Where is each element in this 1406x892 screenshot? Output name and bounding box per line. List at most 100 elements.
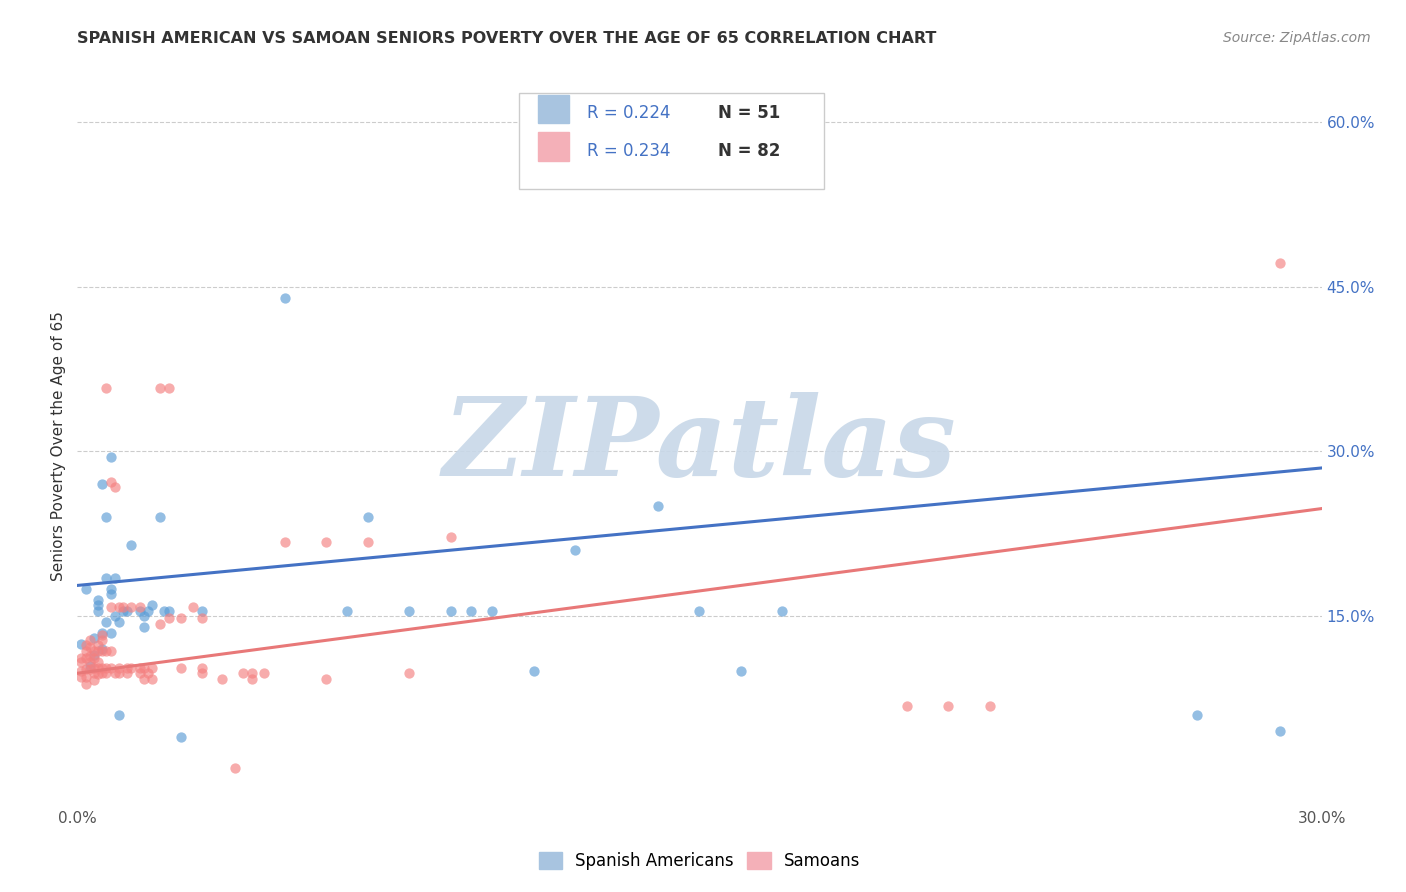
- Point: [115, 661, 138, 675]
- Point: [315, 534, 337, 549]
- Point: [75, 651, 97, 665]
- Point: [120, 538, 142, 552]
- Point: [87, 604, 110, 618]
- Point: [274, 291, 297, 305]
- Text: N = 82: N = 82: [718, 143, 780, 161]
- Text: SPANISH AMERICAN VS SAMOAN SENIORS POVERTY OVER THE AGE OF 65 CORRELATION CHART: SPANISH AMERICAN VS SAMOAN SENIORS POVER…: [77, 31, 936, 46]
- Point: [224, 761, 246, 775]
- Point: [938, 699, 960, 714]
- Point: [191, 604, 214, 618]
- FancyBboxPatch shape: [537, 95, 569, 123]
- Point: [111, 604, 134, 618]
- Point: [128, 661, 150, 675]
- Point: [132, 609, 155, 624]
- Point: [91, 628, 114, 642]
- Point: [274, 534, 297, 549]
- Point: [91, 642, 114, 657]
- Point: [183, 600, 205, 615]
- Point: [83, 673, 105, 687]
- Point: [104, 666, 127, 681]
- Point: [100, 587, 122, 601]
- Point: [83, 666, 105, 681]
- Point: [75, 662, 97, 676]
- Point: [104, 571, 127, 585]
- Point: [104, 609, 127, 624]
- Point: [79, 655, 101, 669]
- Point: [111, 600, 134, 615]
- Point: [232, 666, 254, 681]
- Point: [523, 664, 546, 678]
- Point: [730, 664, 752, 678]
- Point: [170, 661, 193, 675]
- Point: [191, 611, 214, 625]
- Point: [87, 644, 110, 658]
- Point: [211, 672, 233, 686]
- Point: [100, 644, 122, 658]
- Point: [75, 582, 97, 596]
- Point: [83, 661, 105, 675]
- Text: N = 51: N = 51: [718, 103, 780, 121]
- Point: [87, 667, 110, 681]
- Point: [128, 666, 150, 681]
- Point: [132, 672, 155, 686]
- Point: [440, 530, 463, 544]
- Point: [91, 633, 114, 648]
- Text: ZIPatlas: ZIPatlas: [443, 392, 956, 500]
- Point: [96, 510, 118, 524]
- Point: [357, 510, 380, 524]
- Point: [1270, 255, 1292, 269]
- Point: [75, 638, 97, 652]
- Point: [91, 644, 114, 658]
- Point: [336, 604, 359, 618]
- Point: [141, 598, 163, 612]
- Point: [96, 615, 118, 629]
- Text: Source: ZipAtlas.com: Source: ZipAtlas.com: [1223, 31, 1371, 45]
- Point: [75, 669, 97, 683]
- Point: [91, 625, 114, 640]
- Point: [100, 450, 122, 464]
- Point: [75, 677, 97, 691]
- Point: [96, 381, 118, 395]
- Point: [128, 604, 150, 618]
- Point: [70, 664, 93, 678]
- Point: [398, 666, 420, 681]
- Point: [481, 604, 503, 618]
- Point: [157, 604, 180, 618]
- Point: [79, 633, 101, 648]
- Point: [157, 381, 180, 395]
- Point: [108, 661, 131, 675]
- Point: [79, 640, 101, 654]
- Point: [96, 571, 118, 585]
- Point: [1270, 724, 1292, 739]
- Point: [141, 672, 163, 686]
- Point: [132, 620, 155, 634]
- Point: [96, 661, 118, 675]
- Point: [440, 604, 463, 618]
- Point: [87, 661, 110, 675]
- Text: R = 0.224: R = 0.224: [588, 103, 671, 121]
- Point: [87, 655, 110, 669]
- Legend: Spanish Americans, Samoans: Spanish Americans, Samoans: [531, 845, 868, 877]
- Point: [772, 604, 794, 618]
- Point: [83, 631, 105, 645]
- Point: [689, 604, 711, 618]
- Point: [149, 510, 172, 524]
- Point: [141, 661, 163, 675]
- Point: [108, 615, 131, 629]
- Point: [87, 598, 110, 612]
- Point: [83, 644, 105, 658]
- Point: [149, 381, 172, 395]
- Point: [398, 604, 420, 618]
- Point: [132, 661, 155, 675]
- Point: [108, 708, 131, 723]
- Point: [87, 638, 110, 652]
- Point: [564, 543, 586, 558]
- Point: [191, 661, 214, 675]
- Point: [115, 666, 138, 681]
- Point: [357, 534, 380, 549]
- Point: [100, 625, 122, 640]
- Point: [149, 616, 172, 631]
- Point: [100, 661, 122, 675]
- Text: R = 0.234: R = 0.234: [588, 143, 671, 161]
- Point: [108, 600, 131, 615]
